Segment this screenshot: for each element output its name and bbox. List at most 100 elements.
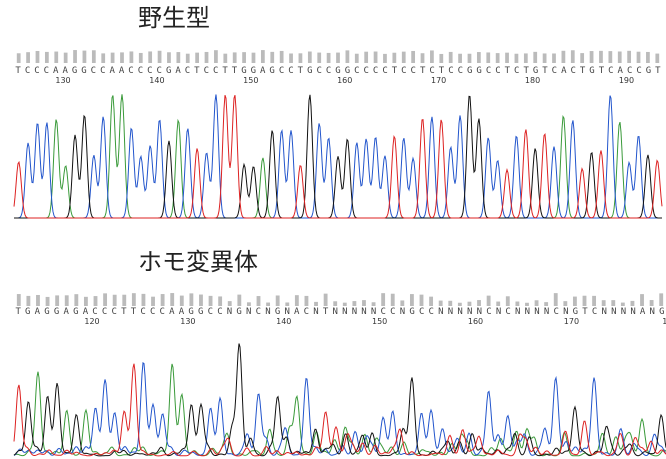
quality-bar (618, 51, 622, 63)
quality-bar (544, 302, 548, 306)
chromatogram-figure: 野生型 TCCCAAGGCCAACCCCGACTCCTTGGAGCCTGCCGGC… (0, 0, 666, 459)
quality-bar (372, 302, 376, 306)
quality-bar (247, 302, 251, 306)
quality-bar (195, 53, 199, 63)
quality-bar (400, 300, 404, 306)
quality-bar (336, 53, 340, 63)
trace-a (14, 94, 662, 218)
quality-bar (571, 50, 575, 63)
quality-bar (477, 300, 481, 306)
quality-bar (608, 51, 612, 63)
quality-bar (392, 53, 396, 63)
quality-bar (161, 294, 165, 306)
quality-bar (515, 54, 519, 63)
trace-t (14, 364, 666, 456)
quality-bar (505, 53, 509, 63)
quality-bar (46, 297, 50, 306)
quality-bar (218, 296, 222, 306)
quality-bar (270, 52, 274, 63)
position-label: 130 (180, 317, 195, 326)
quality-bar (631, 301, 635, 306)
quality-bar (580, 53, 584, 63)
quality-bar (54, 52, 58, 63)
quality-bar (439, 54, 443, 63)
trace-panel: ホモ変異体 TGAGGAGACCCTTCCCAAGGCCNGNCNGNACNTNN… (14, 248, 666, 456)
position-label: 190 (619, 76, 634, 85)
quality-bar (515, 302, 519, 306)
quality-bar (458, 54, 462, 63)
quality-bar (391, 294, 395, 306)
position-label: 140 (276, 317, 291, 326)
quality-bar (120, 52, 124, 63)
quality-bar (36, 51, 40, 63)
quality-bar (343, 303, 347, 306)
quality-bar (552, 53, 556, 63)
quality-bar (276, 295, 280, 306)
position-label: 18 (662, 317, 666, 326)
panel-title: 野生型 (138, 4, 210, 32)
quality-bar (223, 54, 227, 63)
quality-bar (252, 53, 256, 63)
quality-bar (381, 293, 385, 306)
quality-bar (26, 296, 30, 306)
quality-bar (280, 51, 284, 63)
quality-bar (650, 300, 654, 306)
base-sequence: TCCCAAGGCCAACCCCGACTCCTTGGAGCCTGCCGGCCCC… (15, 66, 661, 76)
quality-bar (84, 297, 88, 306)
quality-bar (305, 296, 309, 306)
quality-bar (92, 50, 96, 63)
quality-bar (299, 53, 303, 63)
position-label: 160 (337, 76, 352, 85)
quality-bar (45, 52, 49, 63)
quality-bar (655, 54, 659, 63)
quality-bar (468, 302, 472, 306)
quality-bar (410, 294, 414, 306)
quality-bar (429, 297, 433, 306)
quality-bar (189, 293, 193, 306)
panel-title: ホモ変異体 (138, 248, 258, 276)
quality-bar (333, 301, 337, 306)
position-label: 140 (149, 76, 164, 85)
quality-bar (314, 302, 318, 306)
quality-bar (233, 52, 237, 63)
quality-bar (563, 301, 567, 306)
quality-bar (132, 293, 136, 306)
quality-bar (158, 51, 162, 63)
quality-bar (346, 50, 350, 63)
position-label: 120 (84, 317, 99, 326)
quality-bar (421, 53, 425, 63)
quality-bar (543, 53, 547, 63)
quality-bar (317, 53, 321, 63)
quality-bar (199, 295, 203, 306)
quality-bar (111, 53, 115, 63)
quality-bar (257, 296, 261, 306)
quality-bar (94, 296, 98, 306)
quality-bar (65, 295, 69, 306)
position-label: 130 (55, 76, 70, 85)
quality-bar (26, 52, 30, 63)
quality-bar (327, 53, 331, 63)
quality-bar (659, 293, 663, 306)
quality-bar (525, 303, 529, 306)
quality-bar (583, 296, 587, 306)
quality-bar (64, 53, 68, 63)
quality-bar (602, 300, 606, 306)
quality-bar (228, 301, 232, 306)
quality-bar (374, 52, 378, 63)
position-label: 180 (525, 76, 540, 85)
quality-bar (55, 295, 59, 306)
quality-bar (496, 302, 500, 306)
quality-bar (420, 295, 424, 306)
quality-bar (592, 296, 596, 306)
quality-bar (289, 53, 293, 63)
quality-bar (139, 53, 143, 63)
quality-bar (496, 53, 500, 63)
quality-bar (402, 52, 406, 63)
base-sequence: TGAGGAGACCCTTCCCAAGGCCNGNCNGNACNTNNNNNCC… (15, 307, 664, 317)
quality-bar (17, 53, 21, 63)
quality-bar (176, 52, 180, 63)
quality-bar (590, 51, 594, 63)
quality-bar (103, 293, 107, 306)
quality-bar (237, 295, 241, 306)
quality-bar (142, 294, 146, 306)
